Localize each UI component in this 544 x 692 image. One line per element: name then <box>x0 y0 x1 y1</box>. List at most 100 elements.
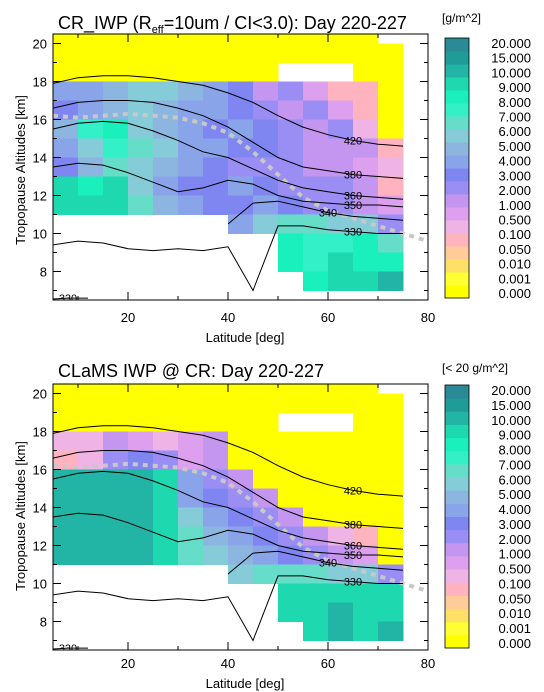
heatmap-cell <box>203 431 229 451</box>
heatmap-cell <box>378 469 404 489</box>
contour-line-360 <box>53 120 404 200</box>
heatmap-cell <box>178 412 204 432</box>
heatmap-cell <box>203 393 229 413</box>
colorbar-label: 3.000 <box>498 517 531 532</box>
heatmap-cell <box>53 119 79 139</box>
heatmap-cell <box>253 119 279 139</box>
colorbar-swatch <box>445 64 469 78</box>
heatmap-cell <box>228 176 254 196</box>
heatmap-cell <box>278 214 304 234</box>
heatmap-cell <box>128 176 154 196</box>
heatmap-cell <box>253 34 279 44</box>
heatmap-cell <box>278 384 304 394</box>
heatmap-cell <box>153 176 179 196</box>
x-tick-label: 60 <box>321 310 335 325</box>
heatmap-cell <box>328 252 354 272</box>
heatmap-cell <box>153 138 179 158</box>
colorbar-label: 20.000 <box>491 383 531 398</box>
y-tick-label: 14 <box>33 151 47 166</box>
heatmap-cell <box>178 119 204 139</box>
contour-label: 420 <box>344 485 362 497</box>
heatmap-cell <box>278 233 304 253</box>
x-tick-label: 40 <box>221 310 235 325</box>
colorbar-label: 4.000 <box>498 154 531 169</box>
heatmap-cell <box>228 100 254 120</box>
heatmap-cell <box>153 43 179 63</box>
panel-title: CR_IWP (Reff=10um / CI<3.0): Day 220-227 <box>58 13 407 36</box>
plot-frame <box>52 33 429 301</box>
tropopause-dashed-line <box>53 111 428 244</box>
colorbar-label: 0.010 <box>498 257 531 272</box>
colorbar-swatch <box>445 569 469 583</box>
heatmap-cell <box>303 119 329 139</box>
heatmap-cell <box>128 488 154 508</box>
heatmap-cell <box>378 271 404 291</box>
heatmap-cell <box>253 469 279 489</box>
colorbar-label: 15.000 <box>491 51 531 66</box>
heatmap-cell <box>353 393 379 413</box>
colorbar-swatch <box>445 51 469 65</box>
colorbar-label: 8.000 <box>498 443 531 458</box>
heatmap-cell <box>153 62 179 82</box>
heatmap-cell <box>253 393 279 413</box>
colorbar-label: 2.000 <box>498 183 531 198</box>
colorbar-swatch <box>445 411 469 425</box>
heatmap-cell <box>303 602 329 622</box>
heatmap-cell <box>78 34 104 44</box>
heatmap-cell <box>303 431 329 451</box>
colorbar-swatch <box>445 542 469 557</box>
heatmap-cell <box>128 195 154 215</box>
heatmap-cell <box>128 469 154 489</box>
colorbar-swatch <box>445 155 469 169</box>
heatmap-cell <box>253 412 279 432</box>
heatmap-cell <box>78 431 104 451</box>
y-axis-label: Tropopause Altitudes [km] <box>13 441 28 591</box>
heatmap-cell <box>228 545 254 565</box>
heatmap-cell <box>53 34 79 44</box>
heatmap-cell <box>178 176 204 196</box>
heatmap-cell <box>203 34 229 44</box>
heatmap-cell <box>303 34 329 44</box>
heatmap-cell <box>128 545 154 565</box>
x-tick-label: 60 <box>321 656 335 671</box>
heatmap-cell <box>303 450 329 470</box>
contour-label: 350 <box>344 550 362 562</box>
heatmap-cell <box>353 214 379 234</box>
x-axis-label: Latitude [deg] <box>206 676 285 691</box>
colorbar-label: 6.000 <box>498 124 531 139</box>
colorbar: 0.0000.0010.0100.0500.1000.5001.0002.000… <box>444 383 531 651</box>
heatmap-cell <box>203 62 229 82</box>
heatmap-cell <box>353 507 379 527</box>
colorbar-swatch <box>445 503 469 517</box>
colorbar-swatch <box>445 272 469 286</box>
heatmap-cell <box>53 157 79 177</box>
heatmap-cell <box>253 43 279 63</box>
colorbar-swatch <box>445 477 469 491</box>
panel-bottom: CLaMS IWP @ CR: Day 220-227 [< 20 g/m^2]… <box>13 361 531 691</box>
colorbar-label: 0.010 <box>498 606 531 621</box>
heatmap-cell <box>153 450 179 470</box>
colorbar-label: 3.000 <box>498 168 531 183</box>
heatmap-cell <box>303 81 329 101</box>
heatmap-cell <box>278 34 304 44</box>
heatmap-cell <box>128 526 154 546</box>
heatmap-cell <box>103 62 129 82</box>
heatmap-cell <box>353 100 379 120</box>
colorbar-swatch <box>445 142 469 156</box>
heatmap-cell <box>378 62 404 82</box>
heatmap-cell <box>328 431 354 451</box>
heatmap-cell <box>103 384 129 394</box>
heatmap-cell <box>278 157 304 177</box>
colorbar-label: 8.000 <box>498 95 531 110</box>
heatmap-cell <box>178 34 204 44</box>
heatmap-cell <box>53 545 79 565</box>
heatmap-cell <box>128 384 154 394</box>
heatmap-cell <box>278 43 304 63</box>
contour-label: 330 <box>344 227 362 239</box>
heatmap-cell <box>303 621 329 641</box>
y-tick-label: 16 <box>33 113 47 128</box>
heatmap-cell <box>153 34 179 44</box>
heatmap-cell <box>328 384 354 394</box>
heatmap-cell <box>78 195 104 215</box>
